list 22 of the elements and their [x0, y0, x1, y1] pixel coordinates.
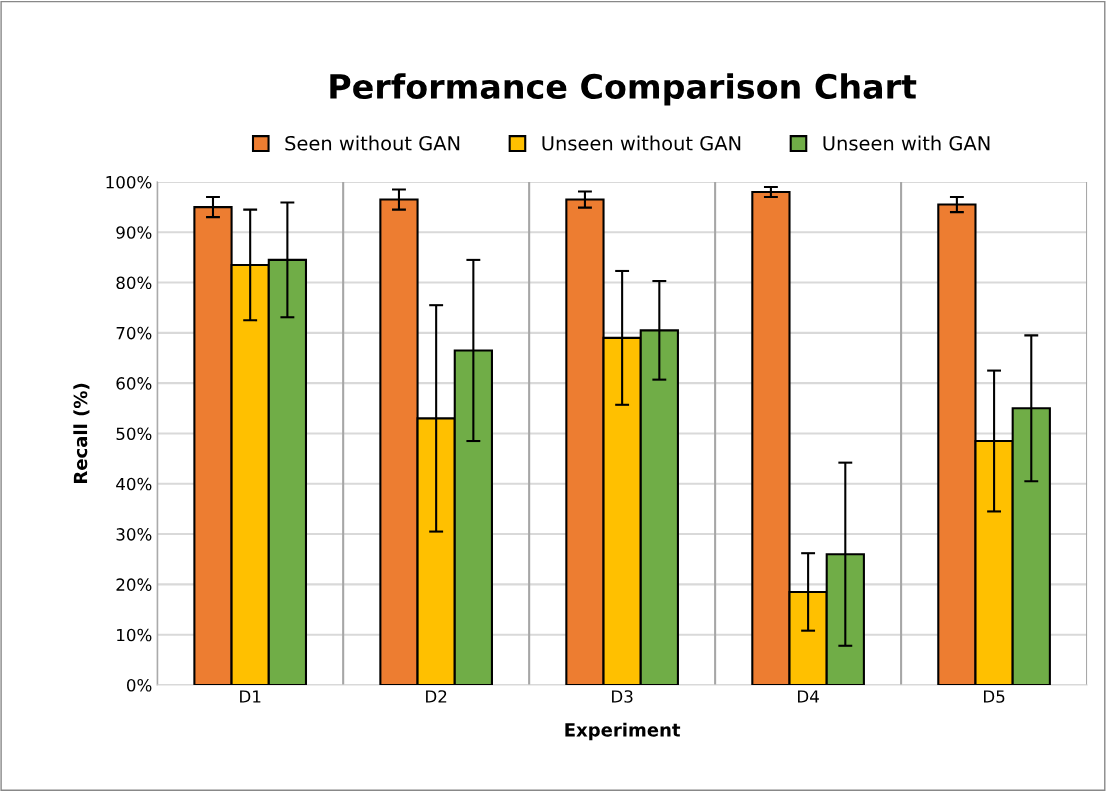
y-axis-title: Recall (%) — [73, 383, 90, 483]
x-tick-label: D4 — [798, 690, 819, 703]
x-tick-label: D3 — [612, 690, 633, 703]
legend-label: Unseen without GAN — [542, 135, 741, 151]
y-tick-label: 30% — [116, 528, 152, 541]
y-tick-label: 80% — [116, 276, 152, 290]
y-tick-label: 40% — [116, 477, 152, 491]
y-tick-label: 10% — [117, 628, 152, 642]
legend-label: Seen without GAN — [285, 135, 460, 151]
legend-label: Unseen with GAN — [823, 135, 990, 151]
x-axis-title: Experiment — [565, 722, 681, 741]
y-tick-label: 0% — [126, 678, 152, 692]
chart-title: Performance Comparison Chart — [330, 73, 917, 106]
y-tick-label: 90% — [116, 226, 152, 239]
x-tick-label: D1 — [240, 690, 261, 703]
y-tick-label: 70% — [116, 326, 152, 340]
y-tick-label: 60% — [116, 377, 152, 390]
y-tick-label: 100% — [106, 175, 152, 189]
x-tick-label: D2 — [426, 690, 447, 703]
y-tick-label: 20% — [116, 578, 152, 591]
y-tick-label: 50% — [116, 427, 152, 441]
x-tick-label: D5 — [984, 690, 1005, 703]
